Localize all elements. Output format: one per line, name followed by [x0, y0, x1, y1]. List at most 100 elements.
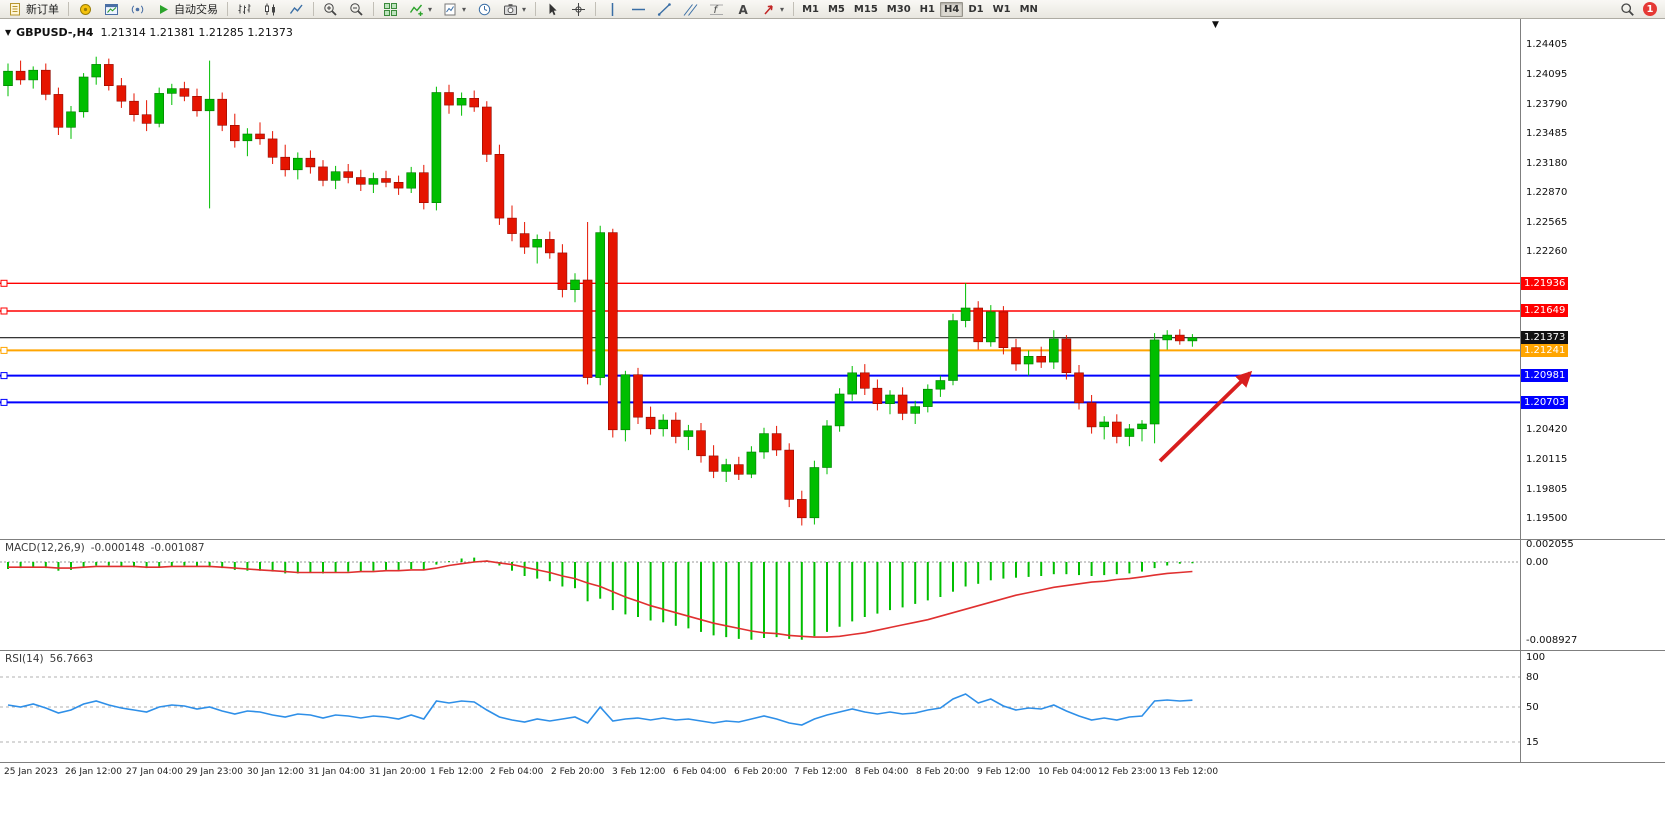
time-axis-label: 7 Feb 12:00	[794, 767, 848, 777]
candlestick-chart-icon	[263, 2, 278, 17]
rsi-canvas[interactable]	[0, 651, 1520, 763]
timeframe-m15-button[interactable]: M15	[853, 3, 878, 15]
timeframe-d1-button[interactable]: D1	[968, 3, 984, 15]
fibonacci-button[interactable]: f	[704, 1, 729, 18]
timeframe-m30-button[interactable]: M30	[886, 3, 911, 15]
chart-ohlc-values: 1.21314 1.21381 1.21285 1.21373	[100, 26, 293, 39]
toolbar-separator	[313, 2, 314, 16]
line-anchor-marker[interactable]	[0, 372, 8, 380]
price-label-badge: 1.20703	[1521, 396, 1569, 409]
clock-icon	[477, 2, 492, 17]
bar-chart-mode-button[interactable]	[232, 1, 257, 18]
macd-canvas[interactable]	[0, 540, 1520, 651]
time-axis-label: 2 Feb 04:00	[490, 767, 544, 777]
time-axis-label: 31 Jan 04:00	[308, 767, 365, 777]
new-chart-button[interactable]: ▾	[438, 1, 471, 18]
panel-divider[interactable]	[0, 537, 1665, 541]
time-axis-label: 9 Feb 12:00	[977, 767, 1031, 777]
bars-chart-icon	[237, 2, 252, 17]
dropdown-arrow-icon[interactable]: ▾	[428, 4, 433, 14]
zoom-in-button[interactable]	[318, 1, 343, 18]
time-axis-label: 3 Feb 12:00	[612, 767, 666, 777]
dropdown-arrow-icon[interactable]: ▾	[462, 4, 467, 14]
line-anchor-marker[interactable]	[0, 307, 8, 315]
price-chart-panel[interactable]: ▼ GBPUSD-,H4 1.21314 1.21381 1.21285 1.213…	[0, 19, 1665, 539]
chart-shift-marker[interactable]: ▼	[1212, 20, 1219, 30]
time-axis-label: 27 Jan 04:00	[126, 767, 183, 777]
snapshot-button[interactable]: ▾	[498, 1, 531, 18]
time-axis-label: 13 Feb 12:00	[1159, 767, 1219, 777]
one-click-trading-toggle[interactable]: ▼	[5, 28, 12, 37]
chart-window-button[interactable]	[99, 1, 124, 18]
arrow-marks-icon	[761, 2, 776, 17]
dropdown-arrow-icon[interactable]: ▾	[780, 4, 785, 14]
macd-header: MACD(12,26,9) -0.000148 -0.001087	[5, 542, 211, 554]
tile-windows-button[interactable]	[378, 1, 403, 18]
price-axis-tick: 1.23180	[1526, 158, 1568, 169]
price-axis-tick: 1.19805	[1526, 484, 1568, 495]
horizontal-line-button[interactable]	[626, 1, 651, 18]
line-anchor-marker[interactable]	[0, 279, 8, 287]
arrows-button[interactable]: ▾	[756, 1, 789, 18]
line-anchor-marker[interactable]	[0, 346, 8, 354]
zoom-in-icon	[323, 2, 338, 17]
timeframe-w1-button[interactable]: W1	[992, 3, 1011, 15]
price-axis-tick: 1.24095	[1526, 69, 1568, 80]
zoom-out-button[interactable]	[344, 1, 369, 18]
clock-button[interactable]	[472, 1, 497, 18]
auto-trading-icon	[156, 2, 171, 17]
auto-trading-button[interactable]: 自动交易	[151, 1, 223, 18]
svg-text:f: f	[714, 5, 719, 16]
trendline-button[interactable]	[652, 1, 677, 18]
expert-advisors-button[interactable]	[73, 1, 98, 18]
vertical-line-icon	[605, 2, 620, 17]
candlestick-mode-button[interactable]	[258, 1, 283, 18]
macd-label: MACD(12,26,9)	[5, 542, 85, 554]
annotation-arrow[interactable]	[1158, 370, 1253, 463]
text-label-icon: A	[735, 2, 750, 17]
timeframe-m5-button[interactable]: M5	[827, 3, 845, 15]
time-axis-label: 12 Feb 23:00	[1098, 767, 1158, 777]
line-anchor-marker[interactable]	[0, 398, 8, 406]
main-toolbar: 新订单 自动交易 ▾ ▾ ▾ f A ▾ M1 M5 M15 M30 H1 H4 D1 W1 MN 1	[0, 0, 1665, 19]
indicator-list-icon	[409, 2, 424, 17]
chart-title: ▼ GBPUSD-,H4 1.21314 1.21381 1.21285 1.213…	[5, 26, 293, 39]
macd-histogram	[7, 557, 1194, 640]
line-chart-mode-button[interactable]	[284, 1, 309, 18]
svg-text:A: A	[739, 3, 749, 17]
crosshair-button[interactable]	[566, 1, 591, 18]
timeframe-m1-button[interactable]: M1	[802, 3, 819, 15]
rsi-axis-tick: 80	[1526, 672, 1539, 683]
signals-button[interactable]	[125, 1, 150, 18]
cursor-button[interactable]	[540, 1, 565, 18]
macd-panel[interactable]: MACD(12,26,9) -0.000148 -0.001087 0.002055…	[0, 539, 1665, 650]
vertical-line-button[interactable]	[600, 1, 625, 18]
price-axis-tick: 1.24405	[1526, 39, 1568, 50]
new-order-button-label: 新订单	[26, 3, 59, 16]
panel-divider[interactable]	[0, 648, 1665, 652]
text-button[interactable]: A	[730, 1, 755, 18]
new-order-button[interactable]: 新订单	[3, 1, 64, 18]
indicators-button[interactable]: ▾	[404, 1, 437, 18]
price-label-badge: 1.21936	[1521, 277, 1569, 290]
rsi-value: 56.7663	[49, 653, 94, 665]
rsi-axis-tick: 50	[1526, 702, 1539, 713]
timeframe-h4-button[interactable]: H4	[939, 1, 964, 17]
timeframe-h1-button[interactable]: H1	[919, 3, 935, 15]
toolbar-separator	[595, 2, 597, 16]
toolbar-separator	[227, 2, 228, 16]
channel-button[interactable]	[678, 1, 703, 18]
price-label-badge: 1.21649	[1521, 304, 1569, 317]
time-axis-label: 31 Jan 20:00	[369, 767, 426, 777]
notification-badge[interactable]: 1	[1643, 2, 1657, 16]
search-button[interactable]	[1615, 1, 1640, 18]
price-chart-canvas[interactable]	[0, 19, 1520, 539]
time-axis-label: 8 Feb 04:00	[855, 767, 909, 777]
candlesticks	[3, 56, 1198, 526]
dropdown-arrow-icon[interactable]: ▾	[522, 4, 527, 14]
price-label-badge: 1.20981	[1521, 369, 1569, 382]
price-axis-tick: 1.19500	[1526, 513, 1568, 524]
rsi-panel[interactable]: RSI(14) 56.7663 100 80 50 15	[0, 650, 1665, 762]
timeframe-mn-button[interactable]: MN	[1019, 3, 1038, 15]
time-axis[interactable]: 25 Jan 2023 26 Jan 12:00 27 Jan 04:00 29 Ja…	[0, 762, 1665, 782]
